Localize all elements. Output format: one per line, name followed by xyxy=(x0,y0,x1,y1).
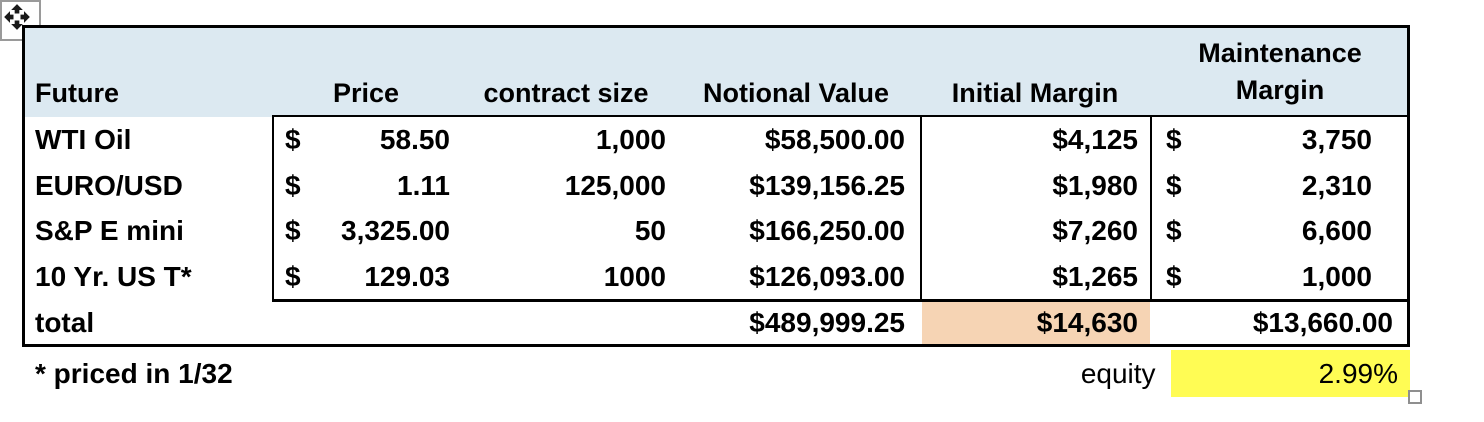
header-notional[interactable]: Notional Value xyxy=(702,78,890,108)
vertical-border xyxy=(1150,117,1152,299)
price-cell[interactable]: $ 3,325.00 xyxy=(272,208,460,253)
maintenance-value: 3,750 xyxy=(1301,124,1372,155)
dollar-sign: $ xyxy=(285,170,301,201)
dollar-sign: $ xyxy=(1166,215,1182,246)
equity-row: * priced in 1/32 equity 2.99% xyxy=(22,350,1410,397)
maintenance-value: 1,000 xyxy=(1301,261,1372,292)
empty-cell[interactable] xyxy=(272,302,460,344)
header-bottom-border xyxy=(272,115,1410,117)
contract-size-cell[interactable]: 1000 xyxy=(603,261,666,292)
total-row: total $489,999.25 $14,630 $13,660.00 xyxy=(22,302,1410,344)
dollar-sign: $ xyxy=(285,261,301,292)
maintenance-margin-cell[interactable]: $ 2,310 xyxy=(1150,163,1410,208)
header-row: Future Price contract size Notional Valu… xyxy=(22,25,1410,115)
resize-handle[interactable] xyxy=(1408,390,1422,404)
contract-size-cell[interactable]: 50 xyxy=(634,215,666,246)
price-cell[interactable]: $ 58.50 xyxy=(272,117,460,162)
vertical-border xyxy=(920,117,922,299)
future-name-cell[interactable]: EURO/USD xyxy=(35,170,183,201)
empty-cell[interactable] xyxy=(460,302,672,344)
header-maintenance-margin[interactable]: Maintenance Margin xyxy=(1150,35,1410,115)
table-row: EURO/USD $ 1.11 125,000 $139,156.25 $1,9… xyxy=(22,163,1410,208)
header-price[interactable]: Price xyxy=(332,78,400,108)
initial-margin-cell[interactable]: $7,260 xyxy=(1052,215,1138,246)
empty-cell[interactable] xyxy=(477,350,910,397)
footnote[interactable]: * priced in 1/32 xyxy=(35,358,233,389)
equity-value-cell[interactable]: 2.99% xyxy=(1170,350,1410,397)
total-initial-margin-cell[interactable]: $14,630 xyxy=(1036,307,1138,338)
table-row: 10 Yr. US T* $ 129.03 1000 $126,093.00 $… xyxy=(22,254,1410,299)
header-maintenance-line2: Margin xyxy=(1235,75,1325,105)
total-notional-cell[interactable]: $489,999.25 xyxy=(749,307,905,338)
notional-value-cell[interactable]: $58,500.00 xyxy=(764,124,905,155)
price-value: 1.11 xyxy=(397,170,450,201)
header-contract-size[interactable]: contract size xyxy=(483,78,649,108)
maintenance-margin-cell[interactable]: $ 3,750 xyxy=(1150,117,1410,162)
vertical-border xyxy=(272,117,274,299)
price-value: 3,325.00 xyxy=(341,215,450,246)
total-label[interactable]: total xyxy=(35,307,95,338)
dollar-sign: $ xyxy=(285,124,301,155)
header-maintenance-line1: Maintenance xyxy=(1198,38,1362,68)
price-value: 58.50 xyxy=(379,124,450,155)
initial-margin-cell[interactable]: $1,265 xyxy=(1052,261,1138,292)
header-background xyxy=(22,25,1410,117)
initial-margin-total-highlight xyxy=(922,302,1150,344)
table-row: WTI Oil $ 58.50 1,000 $58,500.00 $4,125 … xyxy=(22,117,1410,162)
maintenance-margin-cell[interactable]: $ 1,000 xyxy=(1150,254,1410,299)
equity-label[interactable]: equity xyxy=(1080,358,1156,389)
total-maintenance-cell[interactable]: $13,660.00 xyxy=(1252,307,1393,338)
future-name-cell[interactable]: 10 Yr. US T* xyxy=(35,261,192,292)
initial-margin-cell[interactable]: $1,980 xyxy=(1052,170,1138,201)
notional-value-cell[interactable]: $139,156.25 xyxy=(749,170,905,201)
notional-value-cell[interactable]: $166,250.00 xyxy=(749,215,905,246)
futures-margin-table: Future Price contract size Notional Valu… xyxy=(22,25,1410,347)
price-value: 129.03 xyxy=(364,261,450,292)
dollar-sign: $ xyxy=(285,215,301,246)
maintenance-margin-cell[interactable]: $ 6,600 xyxy=(1150,208,1410,253)
future-name-cell[interactable]: S&P E mini xyxy=(35,215,184,246)
notional-value-cell[interactable]: $126,093.00 xyxy=(749,261,905,292)
dollar-sign: $ xyxy=(1166,124,1182,155)
dollar-sign: $ xyxy=(1166,261,1182,292)
contract-size-cell[interactable]: 1,000 xyxy=(595,124,666,155)
future-name-cell[interactable]: WTI Oil xyxy=(35,124,132,155)
price-cell[interactable]: $ 1.11 xyxy=(272,163,460,208)
price-cell[interactable]: $ 129.03 xyxy=(272,254,460,299)
dollar-sign: $ xyxy=(1166,170,1182,201)
data-bottom-border xyxy=(272,299,1410,302)
maintenance-value: 6,600 xyxy=(1301,215,1372,246)
maintenance-value: 2,310 xyxy=(1301,170,1372,201)
initial-margin-cell[interactable]: $4,125 xyxy=(1052,124,1138,155)
header-initial-margin[interactable]: Initial Margin xyxy=(951,78,1119,108)
table-row: S&P E mini $ 3,325.00 50 $166,250.00 $7,… xyxy=(22,208,1410,253)
contract-size-cell[interactable]: 125,000 xyxy=(564,170,666,201)
move-icon xyxy=(4,4,30,30)
move-handle[interactable] xyxy=(0,0,41,41)
header-future[interactable]: Future xyxy=(35,78,119,108)
